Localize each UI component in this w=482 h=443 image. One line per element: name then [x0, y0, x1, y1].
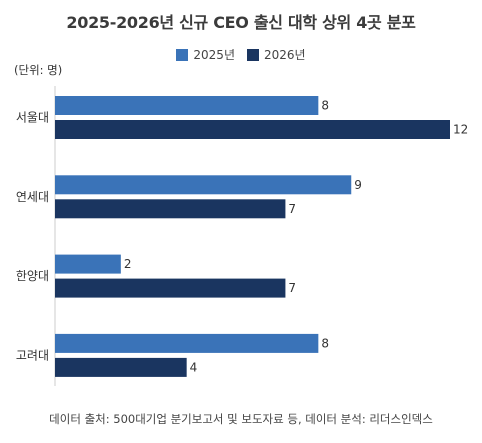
category-label: 한양대	[16, 269, 49, 283]
legend-label-2025: 2025년	[193, 48, 235, 62]
category-label: 연세대	[16, 190, 49, 204]
data-label: 8	[321, 99, 329, 113]
data-label: 9	[354, 178, 362, 192]
legend-item-2026: 2026년	[247, 46, 306, 63]
category-label: 고려대	[16, 348, 49, 362]
data-label: 8	[321, 336, 329, 350]
legend-item-2025: 2025년	[176, 46, 235, 63]
chart-title: 2025-2026년 신규 CEO 출신 대학 상위 4곳 분포	[66, 13, 416, 32]
data-source-note: 데이터 출처: 500대기업 분기보고서 및 보도자료 등, 데이터 분석: 리…	[49, 412, 433, 426]
data-label: 4	[190, 360, 198, 374]
bar-2025년	[55, 96, 319, 115]
chart-legend: 2025년 2026년	[0, 46, 482, 63]
data-label: 7	[288, 281, 296, 295]
bar-2026년	[55, 120, 450, 139]
data-label: 2	[124, 257, 132, 271]
bar-2026년	[55, 357, 187, 377]
bar-2025년	[55, 333, 319, 353]
legend-swatch-2025	[176, 48, 189, 61]
category-label: 서울대	[16, 111, 49, 125]
unit-label: (단위: 명)	[14, 63, 63, 77]
data-label: 7	[288, 202, 296, 216]
legend-swatch-2026	[247, 48, 259, 61]
bar-2026년	[55, 199, 286, 219]
bar-2025년	[55, 175, 352, 195]
bar-2025년	[55, 254, 121, 274]
data-label: 12	[453, 123, 468, 137]
bar-2026년	[55, 278, 286, 298]
legend-label-2026: 2026년	[264, 48, 306, 62]
